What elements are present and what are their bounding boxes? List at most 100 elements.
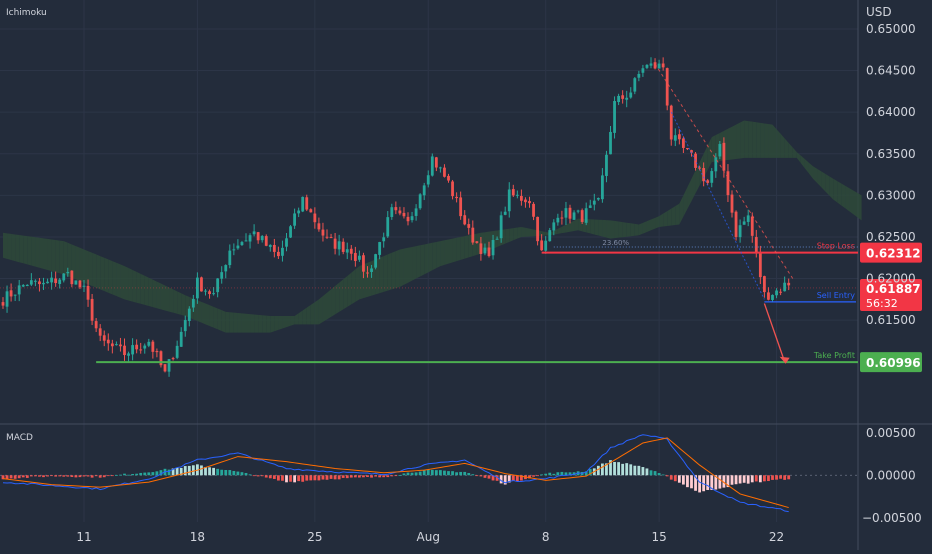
macd-tick-label: 0.00500	[866, 426, 916, 440]
cloud-segment	[813, 166, 818, 183]
macd-histogram-bar	[665, 475, 669, 477]
candle-body	[123, 345, 126, 356]
macd-histogram-bar	[463, 471, 467, 476]
candle-body	[382, 237, 386, 242]
macd-histogram-bar	[224, 469, 228, 476]
macd-histogram-bar	[127, 474, 130, 476]
cloud-segment	[460, 236, 465, 260]
trend-line	[654, 63, 794, 279]
macd-histogram-bar	[605, 463, 608, 476]
cloud-segment	[849, 188, 854, 215]
candle-body	[17, 285, 21, 295]
cloud-segment	[355, 266, 360, 302]
macd-histogram-bar	[677, 475, 681, 483]
candle-body	[187, 308, 191, 321]
macd-histogram-bar	[21, 475, 25, 478]
cloud-segment	[327, 289, 332, 320]
candle-body	[98, 328, 102, 336]
macd-histogram-bar	[487, 475, 491, 479]
cloud-segment	[237, 312, 242, 333]
cloud-segment	[756, 122, 761, 158]
candle-body	[285, 238, 288, 247]
candle-body	[730, 194, 734, 213]
macd-histogram-bar	[106, 475, 110, 477]
candle-body	[475, 241, 479, 243]
candle-body	[374, 254, 377, 268]
candle-body	[110, 343, 114, 347]
cloud-segment	[630, 223, 635, 237]
cloud-segment	[39, 237, 44, 269]
cloud-segment	[124, 266, 129, 301]
macd-histogram-bar	[38, 475, 41, 477]
macd-histogram-bar	[131, 474, 134, 476]
macd-histogram-bar	[528, 475, 531, 479]
macd-histogram-bar	[353, 475, 357, 478]
candle-body	[50, 277, 53, 283]
cloud-segment	[15, 234, 20, 263]
candle-body	[548, 230, 552, 242]
candle-body	[698, 167, 701, 169]
candle-body	[366, 272, 369, 274]
candle-body	[467, 224, 471, 228]
cloud-segment	[383, 254, 388, 292]
macd-label[interactable]: MACD	[6, 433, 33, 443]
candle-body	[596, 198, 600, 200]
candle-body	[398, 210, 402, 214]
indicator-label[interactable]: Ichimoku	[6, 8, 47, 18]
cloud-segment	[165, 285, 170, 312]
macd-histogram-bar	[256, 475, 260, 477]
candle-body	[532, 203, 535, 217]
macd-histogram-bar	[268, 475, 272, 479]
candle-body	[297, 210, 301, 214]
cloud-segment	[84, 249, 89, 285]
price-tick-label: 0.62500	[866, 230, 916, 244]
candle-body	[349, 248, 353, 254]
macd-histogram-bar	[329, 475, 333, 479]
cloud-segment	[116, 262, 121, 298]
candle-body	[163, 364, 167, 372]
macd-histogram-bar	[617, 462, 620, 476]
cloud-segment	[201, 301, 206, 325]
macd-histogram-bar	[686, 475, 689, 488]
candle-body	[686, 148, 689, 150]
macd-histogram-bar	[394, 475, 398, 477]
cloud-segment	[351, 269, 356, 305]
candle-body	[783, 282, 787, 292]
macd-histogram-bar	[1, 475, 5, 480]
current-price-tag	[860, 278, 922, 311]
candle-body	[568, 207, 572, 219]
cloud-segment	[221, 310, 226, 333]
macd-histogram-bar	[248, 474, 252, 476]
macd-histogram-bar	[661, 474, 665, 476]
candle-body	[763, 276, 766, 293]
cloud-segment	[736, 122, 741, 159]
cloud-segment	[266, 315, 271, 333]
cloud-segment	[679, 195, 684, 225]
candle-body	[734, 211, 738, 237]
macd-histogram-bar	[240, 472, 244, 476]
cloud-segment	[11, 233, 16, 262]
macd-histogram-bar	[746, 475, 750, 484]
candle-body	[572, 212, 576, 220]
cloud-segment	[205, 303, 210, 326]
macd-histogram-bar	[629, 464, 633, 476]
cloud-segment	[744, 120, 749, 158]
macd-histogram-bar	[228, 470, 232, 476]
candle-body	[289, 226, 292, 238]
macd-histogram-bar	[29, 475, 33, 477]
candle-body	[515, 194, 519, 196]
cloud-segment	[177, 291, 182, 315]
macd-histogram-bar	[325, 475, 329, 480]
candle-body	[25, 284, 29, 287]
cloud-segment	[347, 272, 352, 307]
candle-body	[491, 240, 495, 256]
cloud-segment	[602, 219, 607, 238]
candle-body	[746, 215, 750, 222]
macd-histogram-bar	[281, 475, 284, 481]
time-tick-label: 8	[542, 530, 550, 544]
cloud-segment	[800, 155, 805, 169]
cloud-segment	[19, 235, 24, 264]
cloud-segment	[100, 256, 105, 292]
candle-body	[463, 215, 467, 225]
